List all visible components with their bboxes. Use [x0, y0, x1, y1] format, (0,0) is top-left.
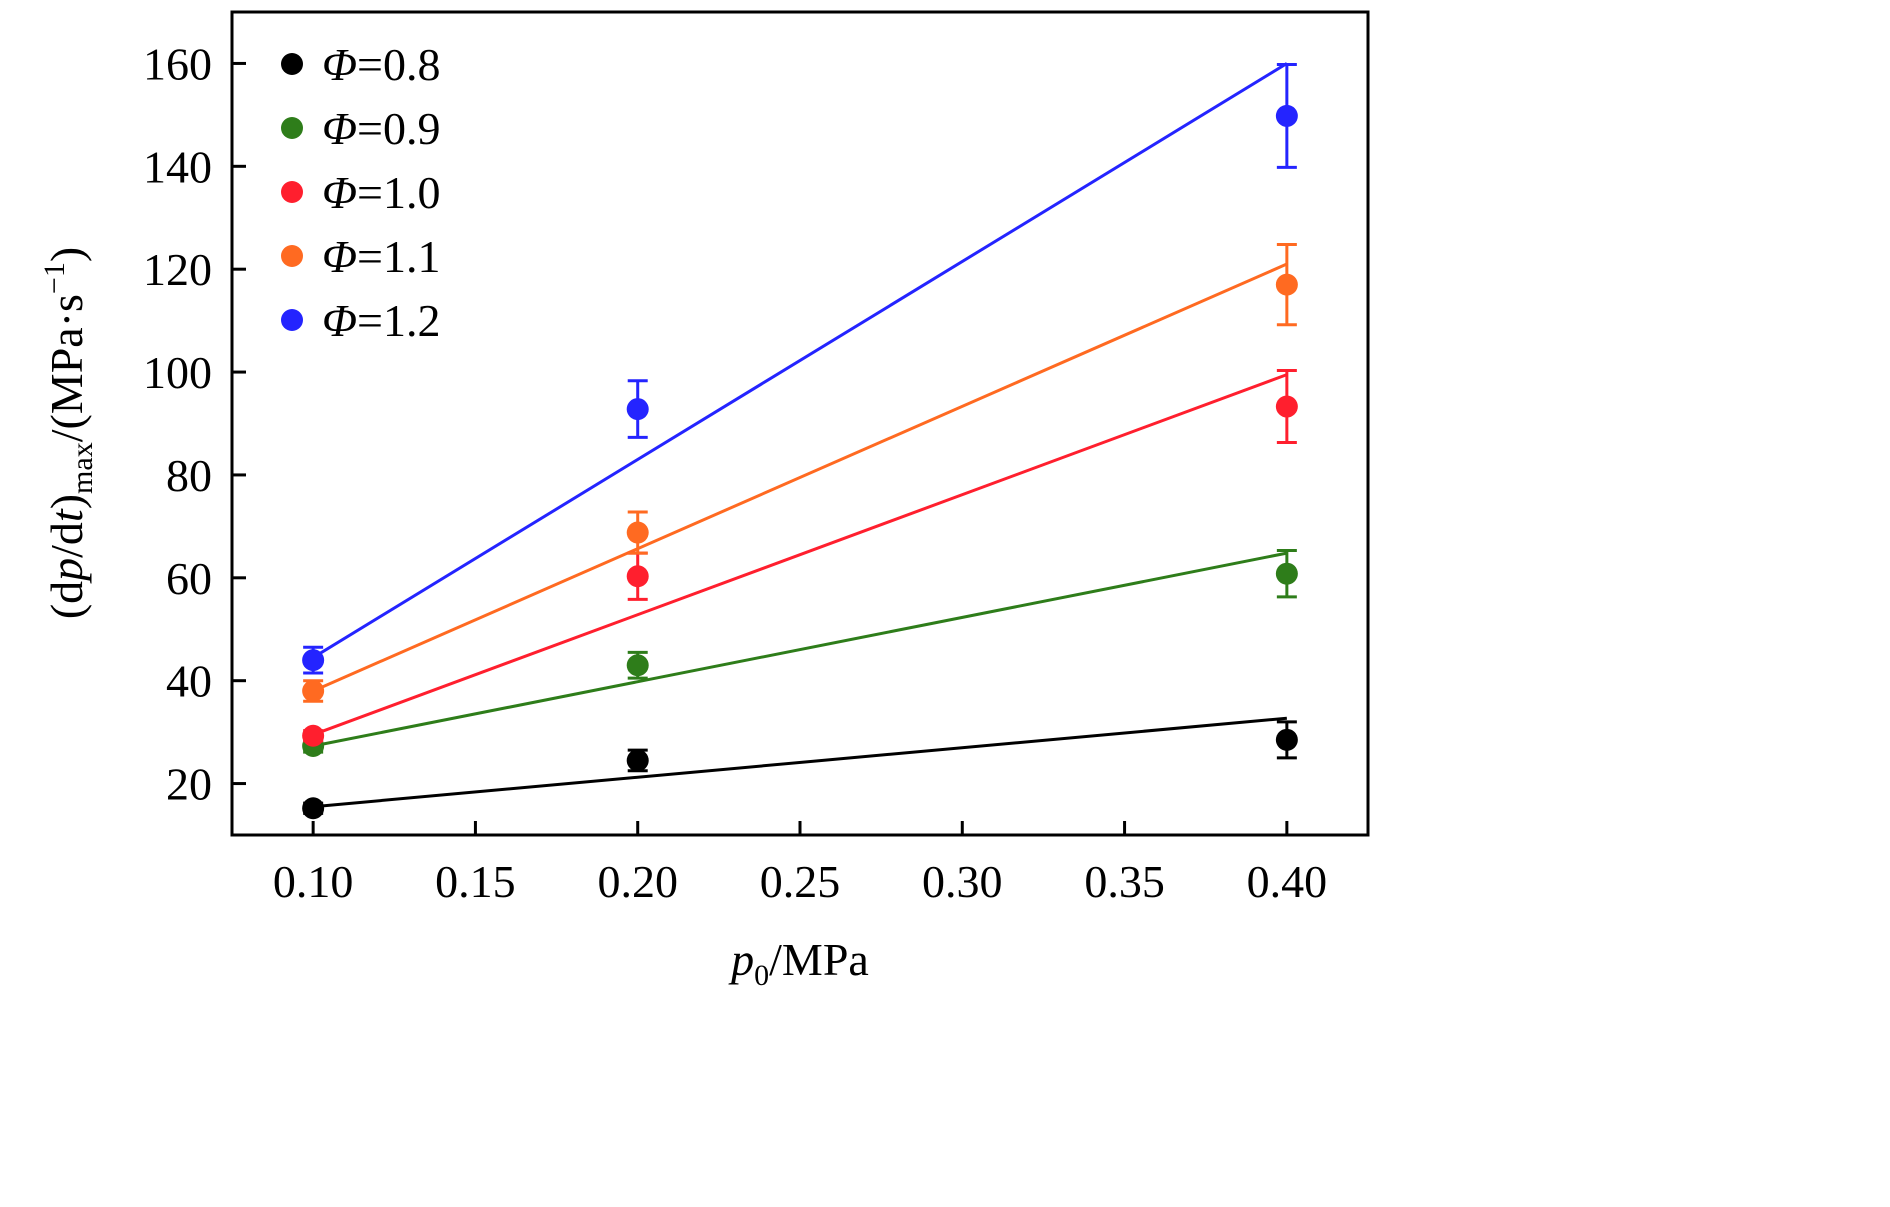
- fit-line-2: [312, 373, 1288, 737]
- x-tick-label-4: 0.30: [922, 856, 1003, 907]
- plot-area: [302, 62, 1298, 820]
- legend-marker-2: [281, 181, 303, 203]
- x-tick-label-5: 0.35: [1084, 856, 1165, 907]
- y-axis-title: (dp/dt)max/(MPa·s−1): [38, 247, 99, 619]
- data-point-2-1: [626, 565, 649, 588]
- x-tick-label-1: 0.15: [435, 856, 516, 907]
- y-tick-label-7: 160: [143, 38, 212, 89]
- legend-label-2: Φ=1.0: [322, 167, 440, 218]
- y-tick-label-6: 140: [143, 141, 212, 192]
- x-tick-label-0: 0.10: [273, 856, 354, 907]
- legend-label-3: Φ=1.1: [322, 231, 440, 282]
- fit-line-4: [312, 62, 1288, 659]
- data-point-1-2: [1275, 562, 1298, 585]
- y-tick-label-5: 120: [143, 244, 212, 295]
- legend-label-0: Φ=0.8: [322, 39, 440, 90]
- chart: 0.10 0.15 0.20 0.25 0.30 0.35 0.40 20 40 60 80 100 1…: [38, 10, 1370, 992]
- x-tick-label-3: 0.25: [760, 856, 841, 907]
- x-axis-title: p0/MPa: [728, 934, 869, 992]
- x-tick-label-6: 0.40: [1247, 856, 1328, 907]
- data-point-1-1: [626, 654, 649, 677]
- data-point-2-0: [302, 724, 325, 747]
- legend-marker-4: [281, 309, 303, 331]
- data-point-2-2: [1275, 395, 1298, 418]
- fit-line-3: [312, 262, 1288, 693]
- fit-line-1: [312, 551, 1288, 748]
- legend-label-4: Φ=1.2: [322, 295, 440, 346]
- y-tick-label-3: 80: [166, 450, 212, 501]
- y-tick-label-0: 20: [166, 759, 212, 810]
- y-tick-label-1: 40: [166, 656, 212, 707]
- data-point-3-2: [1275, 273, 1298, 296]
- data-point-0-1: [626, 749, 649, 772]
- y-tick-label-4: 100: [143, 347, 212, 398]
- data-point-4-0: [302, 649, 325, 672]
- data-point-0-2: [1275, 728, 1298, 751]
- data-point-4-2: [1275, 104, 1298, 127]
- x-tick-label-2: 0.20: [597, 856, 678, 907]
- data-point-0-0: [302, 797, 325, 820]
- y-tick-label-2: 60: [166, 553, 212, 604]
- legend-label-1: Φ=0.9: [322, 103, 440, 154]
- fit-line-0: [313, 716, 1287, 809]
- legend-marker-0: [281, 53, 303, 75]
- data-point-3-1: [626, 521, 649, 544]
- legend: Φ=0.8 Φ=0.9 Φ=1.0 Φ=1.1 Φ=1.2: [281, 39, 440, 346]
- legend-marker-1: [281, 117, 303, 139]
- axes: 0.10 0.15 0.20 0.25 0.30 0.35 0.40 20 40 60 80 100 1…: [143, 38, 1327, 907]
- data-point-4-1: [626, 398, 649, 421]
- data-point-3-0: [302, 679, 325, 702]
- legend-marker-3: [281, 245, 303, 267]
